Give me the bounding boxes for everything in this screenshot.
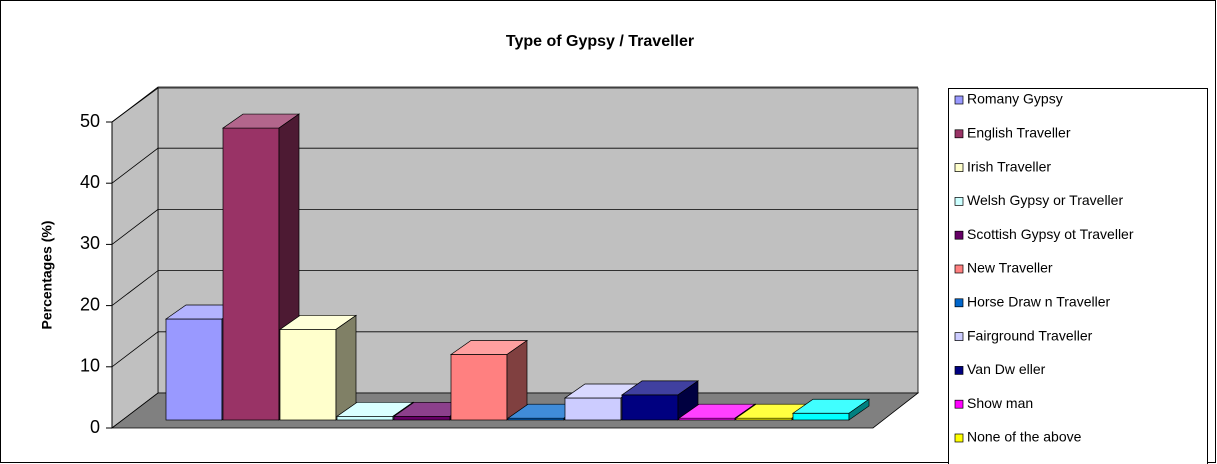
grid-line (111, 208, 918, 245)
y-tick-label: 10 (80, 356, 100, 376)
bar-front (393, 415, 451, 421)
y-tick-label: 30 (80, 233, 100, 253)
bar-side (335, 314, 357, 421)
legend-swatch (954, 197, 964, 206)
legend-label: Show man (967, 395, 1033, 411)
legend-label: Horse Draw n Traveller (967, 294, 1110, 310)
bar-front (165, 318, 223, 421)
legend-swatch (954, 95, 964, 105)
y-axis-label: Percentages (%) (39, 221, 55, 330)
legend-label: Irish Traveller (967, 158, 1051, 174)
bar-front (564, 397, 622, 421)
y-tick-label: 0 (90, 417, 100, 437)
legend-swatch (954, 264, 964, 274)
bar-front (279, 329, 337, 421)
legend-label: Van Dw eller (967, 361, 1046, 377)
bar-side (848, 398, 870, 421)
bar-front (621, 394, 679, 421)
grid-line (111, 331, 918, 368)
bar-front (336, 415, 394, 421)
legend-label: Scottish Gypsy ot Traveller (967, 226, 1134, 242)
bar-front (450, 354, 508, 421)
legend-swatch (954, 163, 964, 172)
side-wall (111, 87, 159, 429)
legend (948, 88, 1208, 464)
legend-label: Romany Gypsy (967, 91, 1063, 107)
legend-label: Welsh Gypsy or Traveller (967, 192, 1123, 208)
grid-line (111, 270, 918, 306)
legend-swatch (954, 230, 964, 240)
legend-swatch (954, 129, 964, 139)
grid-line (111, 86, 918, 123)
legend-label: Other (967, 463, 1002, 464)
bar-front (792, 412, 850, 421)
legend-label: Fairground Traveller (967, 327, 1093, 343)
y-tick-label: 40 (80, 172, 100, 192)
legend-label: English Traveller (967, 125, 1071, 141)
legend-swatch (954, 433, 964, 443)
legend-swatch (954, 399, 964, 409)
legend-swatch (954, 298, 964, 308)
grid-line (111, 147, 918, 184)
y-tick-label: 50 (80, 111, 100, 131)
chart-title: Type of Gypsy / Traveller (506, 33, 694, 50)
legend-label: None of the above (967, 429, 1082, 445)
y-tick-label: 20 (80, 294, 100, 314)
legend-swatch (954, 366, 964, 375)
legend-swatch (954, 332, 964, 341)
legend-label: New Traveller (967, 260, 1053, 276)
bar-front (222, 127, 280, 421)
